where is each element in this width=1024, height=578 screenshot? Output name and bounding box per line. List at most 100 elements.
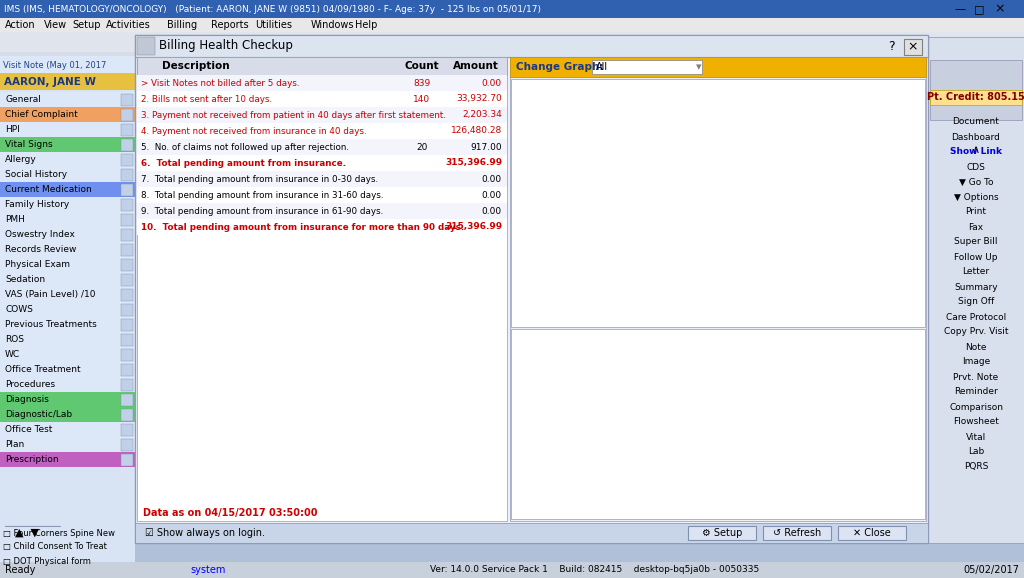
Bar [0,257,135,272]
Text: Care Protocol: Care Protocol [946,313,1007,321]
Text: □ Child Consent To Treat: □ Child Consent To Treat [3,543,106,551]
Text: > Visit Notes not billed after 5 days.: > Visit Notes not billed after 5 days. [141,79,299,87]
Text: View: View [44,20,68,30]
Bar [0,392,135,407]
Bar [135,35,928,57]
Bar [0,32,1024,52]
Bar [121,409,133,421]
Text: ↺ Refresh: ↺ Refresh [773,528,821,538]
Text: ?: ? [888,39,895,53]
Text: 20: 20 [808,440,819,450]
Text: Letter: Letter [963,268,989,276]
Text: ▲  ▼: ▲ ▼ [15,528,39,538]
Text: Current Medication: Current Medication [5,185,92,194]
Text: Allergy: Allergy [5,155,37,164]
Text: 2.20K: 2.20K [645,236,672,246]
Bar [930,90,1022,105]
Bar [121,154,133,166]
Text: Count: Count [404,61,439,71]
Text: Change Graph:: Change Graph: [516,62,603,72]
Text: Sign Off: Sign Off [957,298,994,306]
Bar [930,60,1022,120]
Text: 33.93K: 33.93K [579,224,610,234]
Text: 05/02/2017: 05/02/2017 [963,565,1019,575]
Bar [137,171,507,187]
Text: 917.00: 917.00 [470,143,502,151]
Text: 140: 140 [708,426,724,435]
Text: ☑ Show always on login.: ☑ Show always on login. [145,528,265,538]
Text: VAS (Pain Level) /10: VAS (Pain Level) /10 [5,290,95,299]
Bar [135,523,928,543]
Text: Show Link: Show Link [950,147,1002,157]
Bar [137,187,507,203]
Bar [928,37,1024,543]
Text: General: General [5,95,41,104]
Title: Pending Bills and Payment: Pending Bills and Payment [650,85,816,95]
Text: 0.00: 0.00 [482,206,502,216]
Text: ×: × [994,2,1005,16]
Text: Plan: Plan [5,440,25,449]
Bar [0,70,135,543]
Polygon shape [828,451,853,454]
Bar [0,527,135,562]
Bar [121,289,133,301]
Text: ▼ Go To: ▼ Go To [958,177,993,187]
Text: COWS: COWS [5,305,33,314]
Bar [0,377,135,392]
Bar [137,57,507,521]
Bar [137,107,507,123]
Text: AARON, JANE W: AARON, JANE W [4,77,96,87]
Text: 140: 140 [414,94,430,103]
Bar [121,124,133,136]
Bar [0,317,135,332]
Text: Lab: Lab [968,447,984,457]
Text: □ Four Corners Spine New: □ Four Corners Spine New [3,528,115,538]
Text: Flowsheet: Flowsheet [953,417,999,427]
Text: Copy Prv. Visit: Copy Prv. Visit [944,328,1009,336]
Bar [121,319,133,331]
Text: 839: 839 [414,79,431,87]
Bar [510,77,926,78]
Y-axis label: Count: Count [512,387,522,417]
Bar [838,526,906,540]
Text: Reports: Reports [211,20,249,30]
Text: ▼ Options: ▼ Options [953,192,998,202]
X-axis label: To Be Billed Visit Notes/Pending Claims And Claim Followup: To Be Billed Visit Notes/Pending Claims … [569,500,897,510]
Text: 315,396.99: 315,396.99 [444,158,502,168]
Text: Sedation: Sedation [5,275,45,284]
Text: Fax: Fax [969,223,984,232]
Text: 126,480.28: 126,480.28 [451,127,502,135]
Bar [121,139,133,151]
Bar [121,94,133,106]
Title: Pending Visit Notes and Claims: Pending Visit Notes and Claims [636,333,830,343]
Text: Vital: Vital [966,432,986,442]
Text: PMH: PMH [5,215,25,224]
Bar [137,123,507,139]
Text: ×: × [907,40,919,54]
Bar [0,182,135,197]
Text: 6.  Total pending amount from insurance.: 6. Total pending amount from insurance. [141,158,346,168]
Bar [121,334,133,346]
Text: 839: 839 [609,342,627,351]
Y-axis label: Amount: Amount [507,157,516,195]
Bar [121,214,133,226]
Bar [121,109,133,121]
Text: Description: Description [162,61,229,71]
Bar [510,57,926,521]
Text: ⚙ Setup: ⚙ Setup [701,528,742,538]
Bar [137,37,155,55]
Bar [137,91,507,107]
Text: Ver: 14.0.0 Service Pack 1    Build: 082415    desktop-bq5ja0b - 0050335: Ver: 14.0.0 Service Pack 1 Build: 082415… [430,565,759,575]
Polygon shape [858,129,874,249]
Text: Diagnosis: Diagnosis [5,395,49,404]
Bar [763,526,831,540]
Text: Billing Health Checkup: Billing Health Checkup [159,39,293,53]
X-axis label: Pending Bills/Payment: Pending Bills/Payment [667,327,799,337]
Bar [121,199,133,211]
Text: Document: Document [952,117,999,127]
Bar [510,57,926,77]
Bar [0,18,1024,32]
Text: system: system [190,565,225,575]
Bar [569,236,604,249]
Bar [137,203,507,219]
